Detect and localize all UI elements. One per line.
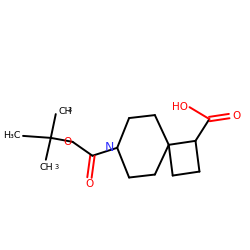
- Text: O: O: [63, 137, 72, 147]
- Text: O: O: [232, 111, 240, 121]
- Text: CH: CH: [39, 163, 53, 172]
- Text: O: O: [85, 180, 94, 190]
- Text: N: N: [105, 141, 114, 154]
- Text: 3: 3: [68, 107, 72, 113]
- Text: CH: CH: [59, 107, 72, 116]
- Text: HO: HO: [172, 102, 188, 112]
- Text: 3: 3: [55, 164, 59, 170]
- Text: H₃C: H₃C: [4, 132, 21, 140]
